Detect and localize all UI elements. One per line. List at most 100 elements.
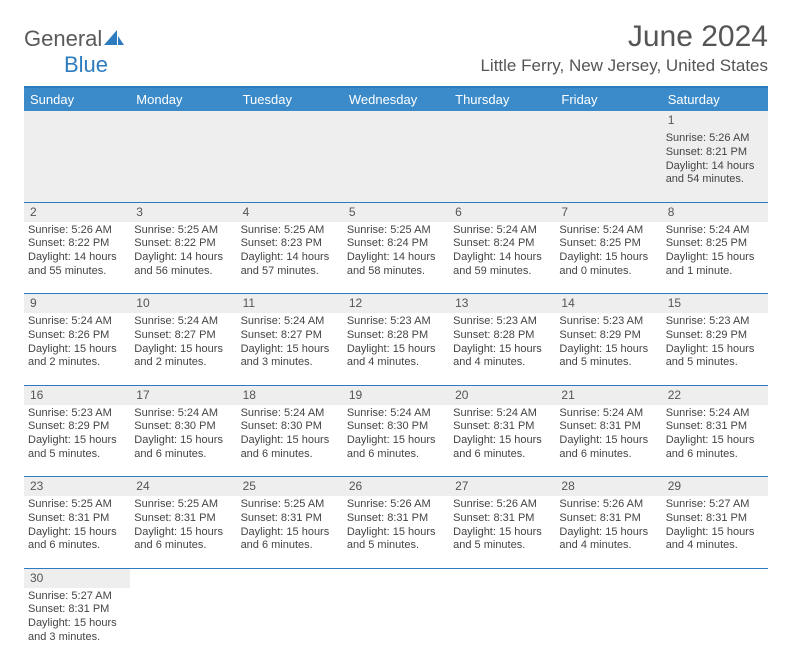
day-number-cell: 17 xyxy=(130,385,236,405)
day-number-cell: 13 xyxy=(449,294,555,314)
day-cell: Sunrise: 5:27 AMSunset: 8:31 PMDaylight:… xyxy=(24,588,130,660)
sunset-text: Sunset: 8:23 PM xyxy=(241,237,339,251)
day-number-cell: 30 xyxy=(24,568,130,588)
day-cell: Sunrise: 5:24 AMSunset: 8:26 PMDaylight:… xyxy=(24,313,130,385)
sunset-text: Sunset: 8:30 PM xyxy=(134,420,232,434)
day-cell: Sunrise: 5:24 AMSunset: 8:25 PMDaylight:… xyxy=(555,222,661,294)
day-header: Wednesday xyxy=(343,87,449,111)
day-cell: Sunrise: 5:24 AMSunset: 8:31 PMDaylight:… xyxy=(449,405,555,477)
sunset-text: Sunset: 8:31 PM xyxy=(28,603,126,617)
sunset-text: Sunset: 8:31 PM xyxy=(559,512,657,526)
sunset-text: Sunset: 8:22 PM xyxy=(134,237,232,251)
day-number-cell xyxy=(662,568,768,588)
day-number-cell: 15 xyxy=(662,294,768,314)
daylight-text: Daylight: 15 hours and 4 minutes. xyxy=(347,343,445,371)
sunrise-text: Sunrise: 5:24 AM xyxy=(559,224,657,238)
sunrise-text: Sunrise: 5:24 AM xyxy=(28,315,126,329)
day-cell: Sunrise: 5:23 AMSunset: 8:29 PMDaylight:… xyxy=(555,313,661,385)
sunrise-text: Sunrise: 5:24 AM xyxy=(559,407,657,421)
sunrise-text: Sunrise: 5:26 AM xyxy=(347,498,445,512)
daylight-text: Daylight: 14 hours and 56 minutes. xyxy=(134,251,232,279)
logo-part1: General xyxy=(24,26,102,51)
daylight-text: Daylight: 15 hours and 2 minutes. xyxy=(134,343,232,371)
day-cell xyxy=(449,588,555,660)
sunset-text: Sunset: 8:31 PM xyxy=(453,420,551,434)
day-number-cell: 4 xyxy=(237,202,343,222)
day-cell: Sunrise: 5:25 AMSunset: 8:24 PMDaylight:… xyxy=(343,222,449,294)
day-number-cell: 24 xyxy=(130,477,236,497)
sunrise-text: Sunrise: 5:26 AM xyxy=(28,224,126,238)
sunrise-text: Sunrise: 5:24 AM xyxy=(666,407,764,421)
sunset-text: Sunset: 8:31 PM xyxy=(134,512,232,526)
day-cell: Sunrise: 5:24 AMSunset: 8:30 PMDaylight:… xyxy=(343,405,449,477)
daylight-text: Daylight: 15 hours and 6 minutes. xyxy=(241,434,339,462)
day-number-cell: 26 xyxy=(343,477,449,497)
sunrise-text: Sunrise: 5:25 AM xyxy=(134,498,232,512)
day-number-cell xyxy=(343,111,449,130)
sunrise-text: Sunrise: 5:26 AM xyxy=(453,498,551,512)
sunset-text: Sunset: 8:31 PM xyxy=(453,512,551,526)
day-cell: Sunrise: 5:25 AMSunset: 8:23 PMDaylight:… xyxy=(237,222,343,294)
sunrise-text: Sunrise: 5:23 AM xyxy=(453,315,551,329)
day-cell: Sunrise: 5:25 AMSunset: 8:31 PMDaylight:… xyxy=(130,496,236,568)
day-header: Monday xyxy=(130,87,236,111)
day-cell: Sunrise: 5:24 AMSunset: 8:25 PMDaylight:… xyxy=(662,222,768,294)
detail-row: Sunrise: 5:25 AMSunset: 8:31 PMDaylight:… xyxy=(24,496,768,568)
daylight-text: Daylight: 15 hours and 6 minutes. xyxy=(559,434,657,462)
sunset-text: Sunset: 8:31 PM xyxy=(666,512,764,526)
sunrise-text: Sunrise: 5:24 AM xyxy=(347,407,445,421)
sunset-text: Sunset: 8:21 PM xyxy=(666,146,764,160)
day-cell: Sunrise: 5:23 AMSunset: 8:28 PMDaylight:… xyxy=(449,313,555,385)
day-cell: Sunrise: 5:26 AMSunset: 8:31 PMDaylight:… xyxy=(449,496,555,568)
sunrise-text: Sunrise: 5:27 AM xyxy=(28,590,126,604)
daylight-text: Daylight: 15 hours and 6 minutes. xyxy=(453,434,551,462)
day-cell xyxy=(449,130,555,202)
day-cell: Sunrise: 5:26 AMSunset: 8:31 PMDaylight:… xyxy=(555,496,661,568)
day-number-cell xyxy=(449,111,555,130)
day-number-cell: 5 xyxy=(343,202,449,222)
sunrise-text: Sunrise: 5:25 AM xyxy=(241,498,339,512)
sunrise-text: Sunrise: 5:24 AM xyxy=(134,407,232,421)
calendar-body: 1 Sunrise: 5:26 AMSunset: 8:21 PMDayligh… xyxy=(24,111,768,660)
sail-icon xyxy=(104,30,124,46)
daynum-row: 16171819202122 xyxy=(24,385,768,405)
daylight-text: Daylight: 15 hours and 3 minutes. xyxy=(28,617,126,645)
day-cell xyxy=(555,130,661,202)
day-cell xyxy=(237,130,343,202)
daylight-text: Daylight: 15 hours and 1 minute. xyxy=(666,251,764,279)
daylight-text: Daylight: 15 hours and 5 minutes. xyxy=(666,343,764,371)
day-number-cell xyxy=(449,568,555,588)
sunset-text: Sunset: 8:31 PM xyxy=(666,420,764,434)
sunrise-text: Sunrise: 5:26 AM xyxy=(559,498,657,512)
day-number-cell: 20 xyxy=(449,385,555,405)
day-number-cell: 1 xyxy=(662,111,768,130)
day-number-cell: 8 xyxy=(662,202,768,222)
day-cell: Sunrise: 5:26 AMSunset: 8:31 PMDaylight:… xyxy=(343,496,449,568)
title-block: June 2024 Little Ferry, New Jersey, Unit… xyxy=(480,20,768,76)
daylight-text: Daylight: 15 hours and 5 minutes. xyxy=(559,343,657,371)
sunrise-text: Sunrise: 5:24 AM xyxy=(453,407,551,421)
location: Little Ferry, New Jersey, United States xyxy=(480,56,768,76)
daylight-text: Daylight: 14 hours and 59 minutes. xyxy=(453,251,551,279)
sunset-text: Sunset: 8:28 PM xyxy=(347,329,445,343)
day-number-cell xyxy=(130,111,236,130)
day-number-cell xyxy=(24,111,130,130)
day-number-cell: 16 xyxy=(24,385,130,405)
day-cell: Sunrise: 5:24 AMSunset: 8:30 PMDaylight:… xyxy=(130,405,236,477)
day-number-cell: 14 xyxy=(555,294,661,314)
daylight-text: Daylight: 14 hours and 54 minutes. xyxy=(666,160,764,188)
day-cell: Sunrise: 5:24 AMSunset: 8:27 PMDaylight:… xyxy=(130,313,236,385)
calendar-table: SundayMondayTuesdayWednesdayThursdayFrid… xyxy=(24,86,768,660)
day-header: Tuesday xyxy=(237,87,343,111)
day-number-cell xyxy=(343,568,449,588)
daylight-text: Daylight: 15 hours and 3 minutes. xyxy=(241,343,339,371)
day-header: Thursday xyxy=(449,87,555,111)
sunset-text: Sunset: 8:28 PM xyxy=(453,329,551,343)
daylight-text: Daylight: 15 hours and 4 minutes. xyxy=(559,526,657,554)
day-cell: Sunrise: 5:25 AMSunset: 8:31 PMDaylight:… xyxy=(24,496,130,568)
day-number-cell: 3 xyxy=(130,202,236,222)
day-cell: Sunrise: 5:24 AMSunset: 8:24 PMDaylight:… xyxy=(449,222,555,294)
detail-row: Sunrise: 5:26 AMSunset: 8:21 PMDaylight:… xyxy=(24,130,768,202)
daylight-text: Daylight: 15 hours and 2 minutes. xyxy=(28,343,126,371)
day-number-cell xyxy=(237,111,343,130)
